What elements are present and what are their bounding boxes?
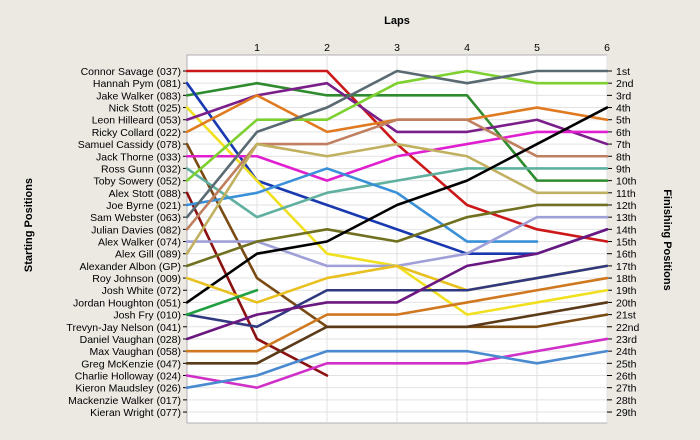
starting-position-label: Toby Sowery (052) xyxy=(93,176,181,188)
driver-position-line xyxy=(185,142,609,255)
starting-position-label: Mackenzie Walker (017) xyxy=(68,395,181,407)
finishing-position-label: 3rd xyxy=(616,90,631,102)
finishing-position-label: 2nd xyxy=(616,78,634,90)
starting-position-label: Alex Stott (088) xyxy=(109,188,181,200)
finishing-position-label: 25th xyxy=(616,358,637,370)
finishing-position-label: 14th xyxy=(616,224,637,236)
starting-position-label: Kieran Wright (077) xyxy=(90,407,181,419)
driver-position-line xyxy=(185,69,609,182)
driver-position-line xyxy=(185,167,539,243)
finishing-position-label: 11th xyxy=(616,188,636,200)
starting-position-label: Charlie Holloway (024) xyxy=(75,371,181,383)
finishing-position-label: 9th xyxy=(616,163,631,175)
finishing-position-label: 19th xyxy=(616,285,637,297)
finishing-position-label: 21st xyxy=(616,310,636,322)
starting-position-label: Kieron Maudsley (026) xyxy=(75,383,181,395)
driver-position-line xyxy=(185,264,609,329)
finishing-position-label: 29th xyxy=(616,407,637,419)
starting-position-label: Ross Gunn (032) xyxy=(101,163,181,175)
finishing-position-label: 4th xyxy=(616,103,631,115)
x-ticks: 1 2 3 4 5 6 xyxy=(254,42,610,54)
finishing-position-label: 28th xyxy=(616,395,637,407)
driver-position-line xyxy=(185,203,609,268)
starting-position-label: Max Vaughan (058) xyxy=(90,346,181,358)
finishing-position-label: 1st xyxy=(616,66,630,78)
finishing-position-label: 18th xyxy=(616,273,637,285)
finishing-position-label: 10th xyxy=(616,176,637,188)
x-tick-label: 4 xyxy=(464,42,470,54)
starting-position-label: Leon Hilleard (053) xyxy=(92,115,181,127)
starting-position-label: Jake Walker (083) xyxy=(96,90,181,102)
finishing-position-label: 17th xyxy=(616,261,637,273)
starting-position-label: Samuel Cassidy (078) xyxy=(78,139,181,151)
finishing-position-label: 5th xyxy=(616,115,631,127)
starting-position-label: Josh White (072) xyxy=(102,285,181,297)
starting-position-label: Trevyn-Jay Nelson (041) xyxy=(66,322,181,334)
finishing-position-label: 23rd xyxy=(616,334,637,346)
x-tick-label: 6 xyxy=(604,42,610,54)
finishing-position-label: 24th xyxy=(616,346,637,358)
x-axis-title: Laps xyxy=(384,15,410,27)
finishing-position-label: 12th xyxy=(616,200,637,212)
starting-position-label: Roy Johnson (009) xyxy=(92,273,181,285)
starting-position-label: Nick Stott (025) xyxy=(109,103,181,115)
starting-position-label: Ricky Collard (022) xyxy=(92,127,181,139)
finishing-position-label: 7th xyxy=(616,139,631,151)
x-tick-label: 2 xyxy=(324,42,330,54)
starting-position-label: Alex Gill (089) xyxy=(115,249,181,261)
right-axis-title: Finishing Positions xyxy=(661,189,673,290)
starting-position-label: Jordan Houghton (051) xyxy=(73,297,181,309)
finishing-position-label: 13th xyxy=(616,212,637,224)
finishing-position-label: 22nd xyxy=(616,322,640,334)
x-tick-label: 1 xyxy=(254,42,260,54)
driver-position-line xyxy=(185,288,259,316)
finishing-position-label: 20th xyxy=(616,297,637,309)
driver-position-line xyxy=(185,81,609,182)
series-lines xyxy=(185,69,609,389)
driver-position-line xyxy=(185,349,609,389)
starting-position-label: Joe Byrne (021) xyxy=(106,200,181,212)
finishing-position-label: 27th xyxy=(616,383,637,395)
starting-position-label: Jack Thorne (033) xyxy=(96,151,181,163)
driver-position-line xyxy=(185,69,609,219)
finishing-position-label: 8th xyxy=(616,151,631,163)
starting-position-label: Julian Davies (082) xyxy=(91,224,181,236)
driver-position-line xyxy=(185,130,609,182)
driver-position-line xyxy=(185,106,609,304)
starting-position-label: Josh Fry (010) xyxy=(113,310,181,322)
finishing-position-label: 6th xyxy=(616,127,631,139)
x-tick-label: 3 xyxy=(394,42,400,54)
finishing-position-labels: 1st2nd3rd4th5th6th7th8th9th10th11th12th1… xyxy=(607,66,640,419)
finishing-position-label: 16th xyxy=(616,249,637,261)
starting-position-label: Hannah Pym (081) xyxy=(93,78,181,90)
starting-position-label: Alex Walker (074) xyxy=(98,237,181,249)
x-tick-label: 5 xyxy=(534,42,540,54)
driver-position-line xyxy=(185,337,609,389)
starting-position-labels: Connor Savage (037)Hannah Pym (081)Jake … xyxy=(66,66,187,419)
driver-position-line xyxy=(185,228,609,341)
driver-position-line xyxy=(185,301,609,365)
finishing-position-label: 15th xyxy=(616,237,637,249)
left-axis-title: Starting Positions xyxy=(23,178,35,272)
driver-position-line xyxy=(185,167,609,219)
starting-position-label: Greg McKenzie (047) xyxy=(81,358,181,370)
finishing-position-label: 26th xyxy=(616,371,637,383)
driver-position-line xyxy=(185,276,609,353)
starting-position-label: Alexander Albon (GP) xyxy=(79,261,181,273)
starting-position-label: Sam Webster (063) xyxy=(90,212,181,224)
starting-position-label: Connor Savage (037) xyxy=(81,66,181,78)
starting-position-label: Daniel Vaughan (028) xyxy=(80,334,181,346)
